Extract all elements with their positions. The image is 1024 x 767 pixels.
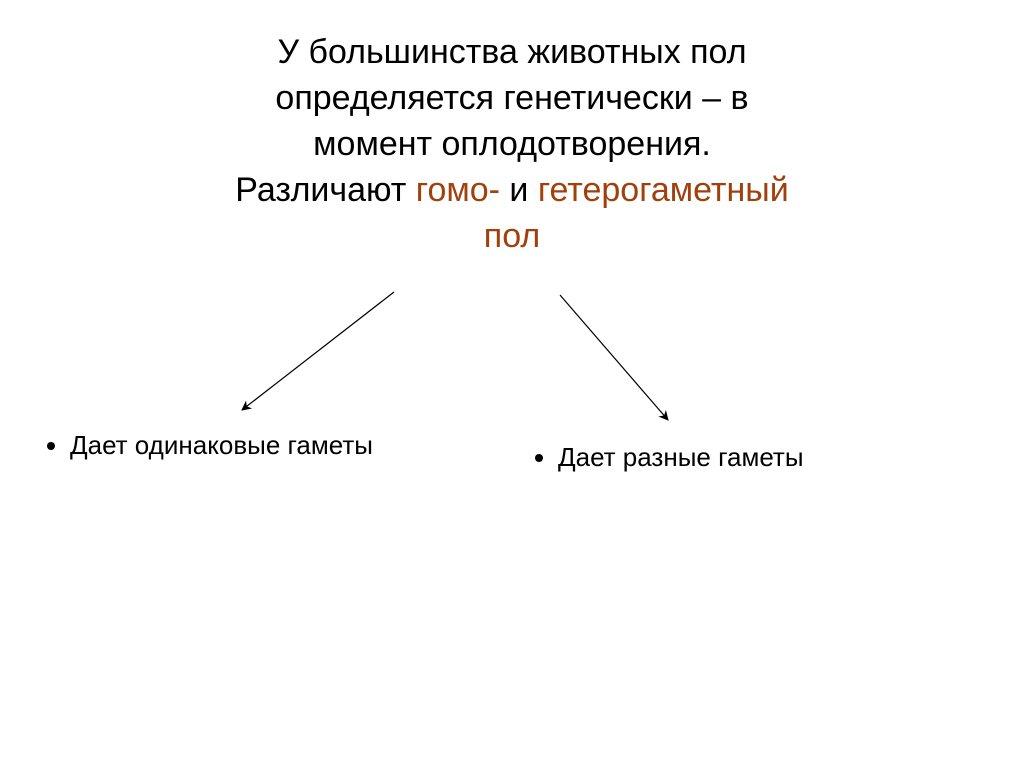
left-bullet-block: Дает одинаковые гаметы [42,428,422,463]
slide-title: У большинства животных пол определяется … [60,30,964,259]
title-line-1: У большинства животных пол [277,33,746,71]
title-line-4c: и [500,171,538,209]
arrow-left [242,292,394,410]
right-bullet-list: Дает разные гаметы [530,440,910,475]
left-bullet-item: Дает одинаковые гаметы [70,428,422,463]
right-bullet-block: Дает разные гаметы [530,440,910,475]
title-line-2: определяется генетически – в [275,79,748,117]
title-accent-homo: гомо- [416,171,500,209]
slide: У большинства животных пол определяется … [0,0,1024,767]
title-line-5: пол [484,217,540,255]
title-accent-hetero: гетерогаметный [538,171,789,209]
title-line-3: момент оплодотворения. [313,125,711,163]
right-bullet-text: Дает разные гаметы [558,442,804,472]
arrow-right [560,295,668,420]
left-bullet-list: Дает одинаковые гаметы [42,428,422,463]
right-bullet-item: Дает разные гаметы [558,440,910,475]
title-line-4a: Различают [235,171,416,209]
left-bullet-text: Дает одинаковые гаметы [70,430,373,460]
